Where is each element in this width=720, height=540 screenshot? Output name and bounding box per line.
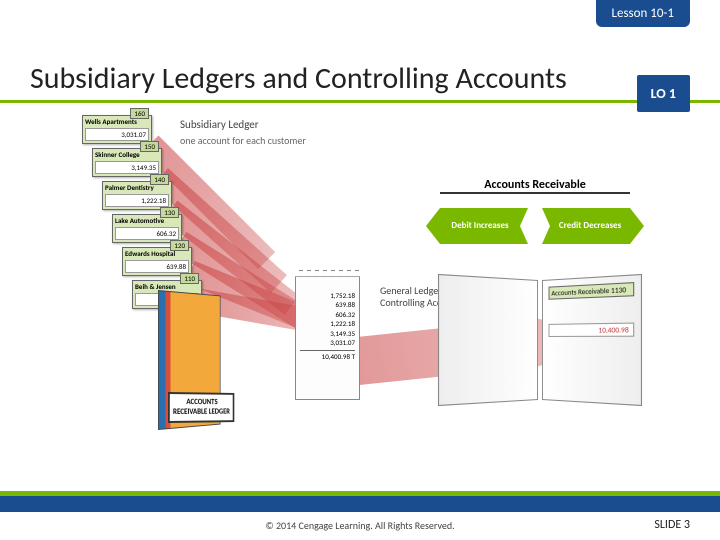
copyright: © 2014 Cengage Learning. All Rights Rese… — [0, 519, 720, 532]
ledger-cover-label: ACCOUNTS RECEIVABLE LEDGER — [168, 392, 234, 423]
book-page-right: Accounts Receivable 1130 10,400.98 — [542, 274, 642, 406]
card-name: Wells Apartments — [85, 118, 149, 126]
card-amount: 639.88 — [125, 260, 189, 273]
journal-line: 639.88 — [300, 300, 355, 309]
gl-book: Accounts Receivable 1130 10,400.98 — [440, 280, 640, 410]
footer-bar — [0, 496, 720, 512]
journal-line: 1,222.18 — [300, 319, 355, 328]
book-ar-header: Accounts Receivable 1130 — [549, 282, 635, 300]
ledger-card: 150 Skinner College 3,149.35 — [92, 148, 162, 177]
ledger-card: 140 Palmer Dentistry 1,222.18 — [102, 181, 172, 210]
journal-line: 1,752.18 — [300, 291, 355, 300]
card-number: 140 — [150, 174, 169, 185]
credit-arrow: Credit Decreases — [550, 208, 630, 244]
card-number: 160 — [130, 108, 149, 119]
card-amount: 606.32 — [115, 227, 179, 240]
debit-label: Debit Increases — [440, 221, 520, 231]
subsidiary-sub: one account for each customer — [180, 134, 306, 147]
lesson-tab: Lesson 10-1 — [596, 0, 690, 27]
slide-number: SLIDE 3 — [654, 518, 690, 532]
journal-line: 606.32 — [300, 310, 355, 319]
card-number: 110 — [180, 273, 199, 284]
journal-line: 3,149.35 — [300, 329, 355, 338]
ar-title: Accounts Receivable — [440, 178, 630, 194]
title-underline — [0, 100, 720, 103]
card-name: Palmer Dentistry — [105, 184, 169, 192]
card-amount: 1,222.18 — [105, 194, 169, 207]
journal-line: 10,400.98 T — [300, 350, 355, 361]
subsidiary-heading: Subsidiary Ledger — [180, 118, 259, 131]
card-number: 150 — [140, 141, 159, 152]
card-number: 120 — [170, 240, 189, 251]
credit-label: Credit Decreases — [550, 221, 630, 231]
diagram-area: Subsidiary Ledger one account for each c… — [70, 110, 650, 470]
card-amount: 3,149.35 — [95, 161, 159, 174]
card-name: Lake Automotive — [115, 217, 179, 225]
ledger-card: 120 Edwards Hospital 639.88 — [122, 247, 192, 276]
journal-page: 1,752.18 639.88 606.32 1,222.18 3,149.35… — [295, 270, 360, 400]
card-name: Edwards Hospital — [125, 250, 189, 258]
card-name: Beih & Jensen — [135, 283, 199, 291]
ledger-card: 160 Wells Apartments 3,031.07 — [82, 115, 152, 144]
journal-line: 3,031.07 — [300, 338, 355, 347]
debit-arrow: Debit Increases — [440, 208, 520, 244]
card-name: Skinner College — [95, 151, 159, 159]
card-number: 130 — [160, 207, 179, 218]
slide-title: Subsidiary Ledgers and Controlling Accou… — [30, 60, 567, 97]
card-amount: 3,031.07 — [85, 128, 149, 141]
lo-badge: LO 1 — [637, 75, 690, 112]
book-page-left — [438, 274, 538, 406]
ledger-card: 130 Lake Automotive 606.32 — [112, 214, 182, 243]
book-ar-total: 10,400.98 — [549, 323, 635, 337]
